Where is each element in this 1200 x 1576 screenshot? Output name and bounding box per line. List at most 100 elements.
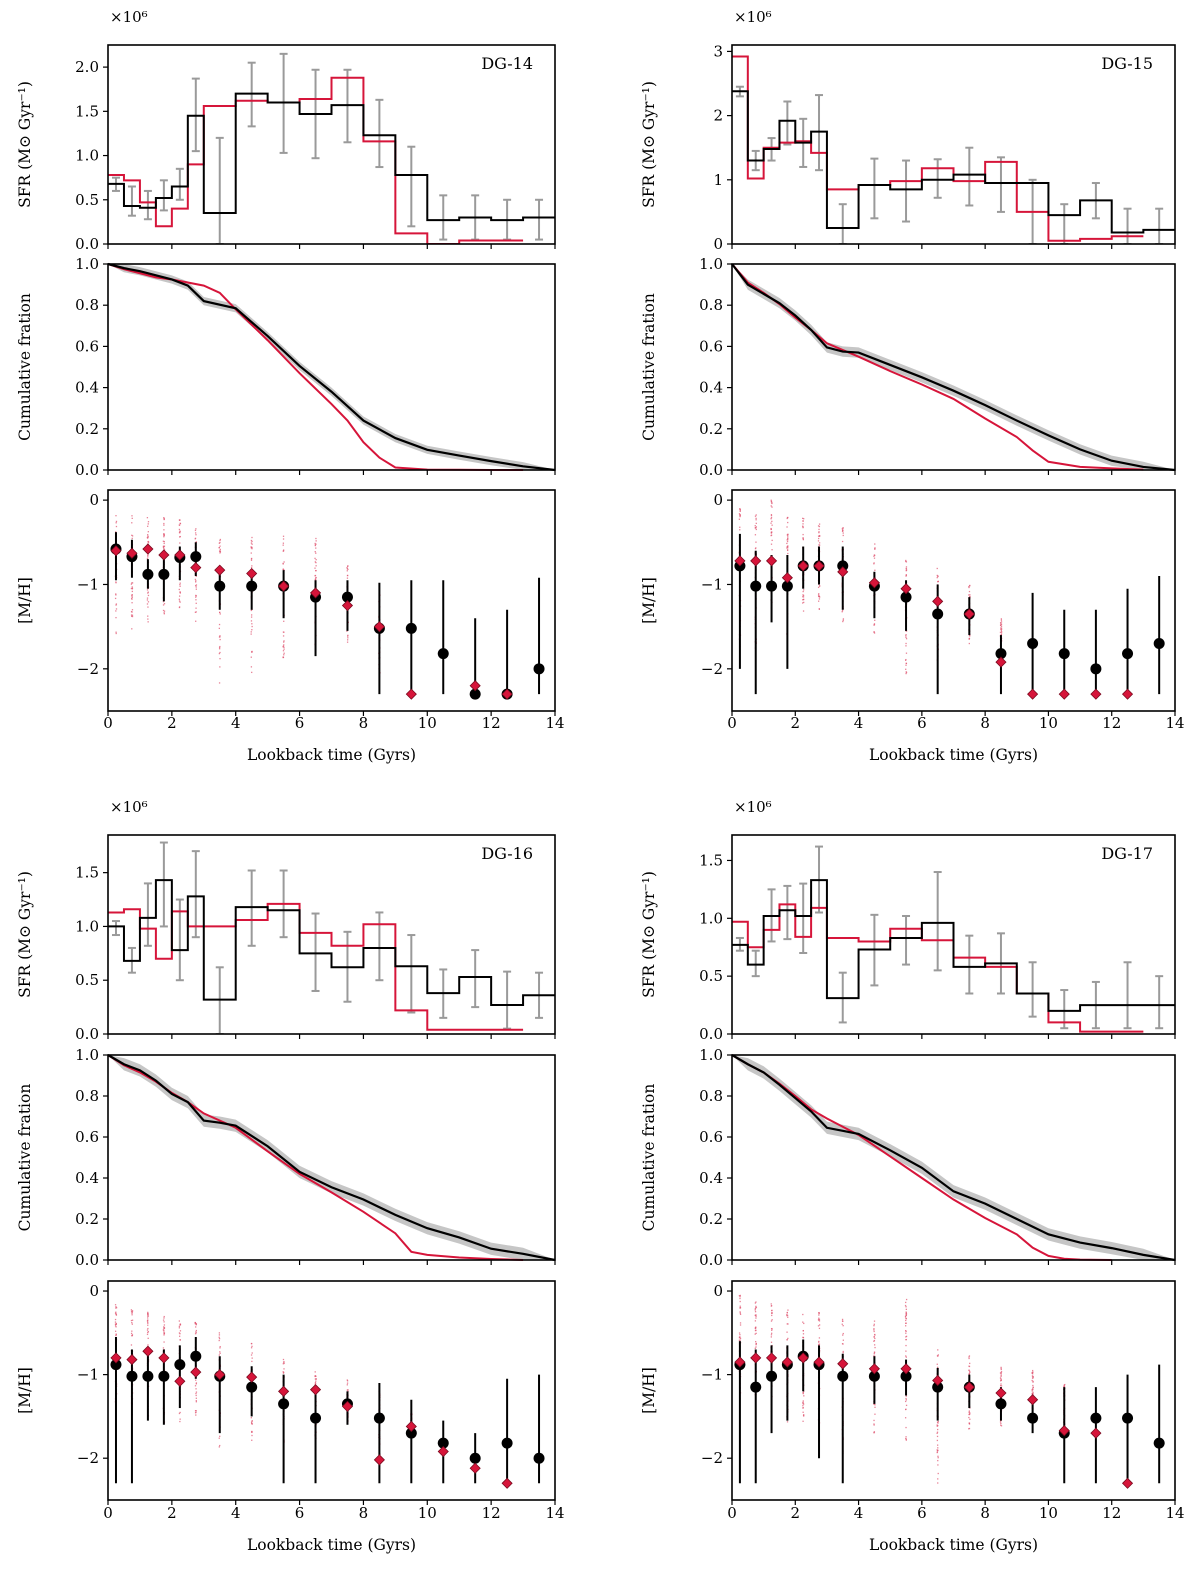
metallicity-sample-dot [346,570,348,572]
metallicity-model-point [501,688,513,700]
metallicity-sample-dot [147,591,149,593]
metallicity-model-point [278,1385,290,1397]
metallicity-sample-dot [1000,1374,1002,1376]
xtick-label: 0 [727,714,737,732]
metallicity-sample-dot [904,1417,907,1419]
metallicity-observed-point [995,1398,1007,1410]
metallicity-sample-dot [315,1378,317,1380]
metallicity-sample-dot [347,637,349,639]
metallicity-sample-dot [194,1333,197,1335]
metallicity-sample-dot [115,594,117,596]
metallicity-sample-dot [163,549,166,551]
metallicity-sample-dot [874,1333,876,1336]
metallicity-observed-point [190,551,202,563]
metallicity-sample-dot [147,1319,149,1321]
metallicity-sample-dot [770,517,773,519]
metallicity-sample-dot [905,668,907,670]
metallicity-sample-dot [195,602,197,604]
metallicity-sample-dot [873,1335,875,1338]
metallicity-sample-dot [873,1355,876,1357]
metallicity-sample-dot [1000,1379,1002,1381]
metallicity-sample-dot [1063,1385,1065,1387]
metallicity-sample-dot [163,1334,165,1336]
cumulative-ytick-label: 0.0 [75,1251,99,1269]
metallicity-sample-dot [968,1357,970,1360]
metallicity-sample-dot [739,1324,742,1326]
metallicity-sample-dot [754,534,757,536]
metallicity-sample-dot [905,1355,907,1357]
metallicity-frame [107,1280,556,1501]
metallicity-sample-dot [937,1455,939,1457]
metallicity-sample-dot [147,525,149,527]
metallicity-sample-dot [786,517,788,520]
cumulative-ylabel: Cumulative fration [16,1084,34,1232]
metallicity-frame [107,489,556,712]
metallicity-sample-dot [937,1449,939,1451]
cumulative-ytick-label: 1.0 [75,255,99,273]
metallicity-ytick-label: 0 [89,1282,99,1300]
metallicity-model-point [126,547,138,559]
metallicity-sample-dot [905,1397,907,1400]
metallicity-sample-dot [873,1353,875,1355]
metallicity-sample-dot [802,1405,804,1407]
metallicity-sample-dot [147,1311,149,1314]
metallicity-sample-dot [755,519,757,521]
metallicity-sample-dot [282,538,285,540]
metallicity-sample-dot [802,525,804,527]
metallicity-sample-dot [842,620,844,623]
metallicity-sample-dot [1000,629,1002,632]
xtick-label: 4 [231,714,241,732]
metallicity-observed-point [1027,638,1039,650]
metallicity-sample-dot [787,516,789,519]
metallicity-sample-dot [346,1380,349,1382]
metallicity-sample-dot [283,644,285,646]
metallicity-sample-dot [771,1319,773,1321]
xtick-label: 6 [295,1504,305,1522]
metallicity-sample-dot [178,1412,181,1415]
metallicity-sample-dot [162,546,165,548]
metallicity-sample-dot [251,1345,253,1348]
metallicity-sample-dot [147,535,149,537]
metallicity-sample-dot [874,554,876,557]
metallicity-model-point [309,1384,322,1396]
metallicity-ytick-label: −1 [77,575,99,593]
metallicity-sample-dot [195,1401,198,1403]
metallicity-sample-dot [1032,1375,1034,1378]
xtick-label: 6 [917,1504,927,1522]
metallicity-sample-dot [841,611,843,613]
metallicity-observed-point [868,1370,880,1382]
metallicity-sample-dot [195,580,197,582]
metallicity-sample-dot [131,609,134,611]
xtick-label: 10 [418,714,437,732]
metallicity-sample-dot [147,1322,149,1324]
metallicity-sample-dot [1000,1385,1003,1387]
metallicity-sample-dot [754,1314,756,1317]
metallicity-sample-dot [937,581,939,583]
metallicity-sample-dot [802,1330,804,1332]
metallicity-sample-dot [283,1368,285,1370]
metallicity-observed-point [1090,1412,1102,1424]
metallicity-sample-dot [802,1420,804,1422]
metallicity-sample-dot [347,565,349,568]
metallicity-sample-dot [115,616,117,619]
metallicity-sample-dot [219,550,221,552]
metallicity-sample-dot [219,538,222,541]
metallicity-sample-dot [770,513,773,516]
metallicity-observed-point [995,648,1007,660]
metallicity-sample-dot [739,529,741,531]
sfr-ytick-label: 1.0 [75,917,99,935]
metallicity-sample-dot [282,650,285,652]
cumulative-model-line [107,263,524,471]
metallicity-sample-dot [115,631,117,633]
metallicity-sample-dot [131,596,134,598]
metallicity-sample-dot [968,1411,970,1413]
metallicity-sample-dot [905,1330,907,1332]
metallicity-sample-dot [873,1423,875,1425]
metallicity-sample-dot [739,1339,741,1341]
metallicity-sample-dot [195,534,197,536]
metallicity-sample-dot [969,1371,971,1374]
metallicity-sample-dot [283,1362,285,1365]
metallicity-sample-dot [131,1334,134,1336]
metallicity-sample-dot [1000,1367,1002,1370]
sfr-ylabel: SFR (M⊙ Gyr⁻¹) [640,81,658,208]
